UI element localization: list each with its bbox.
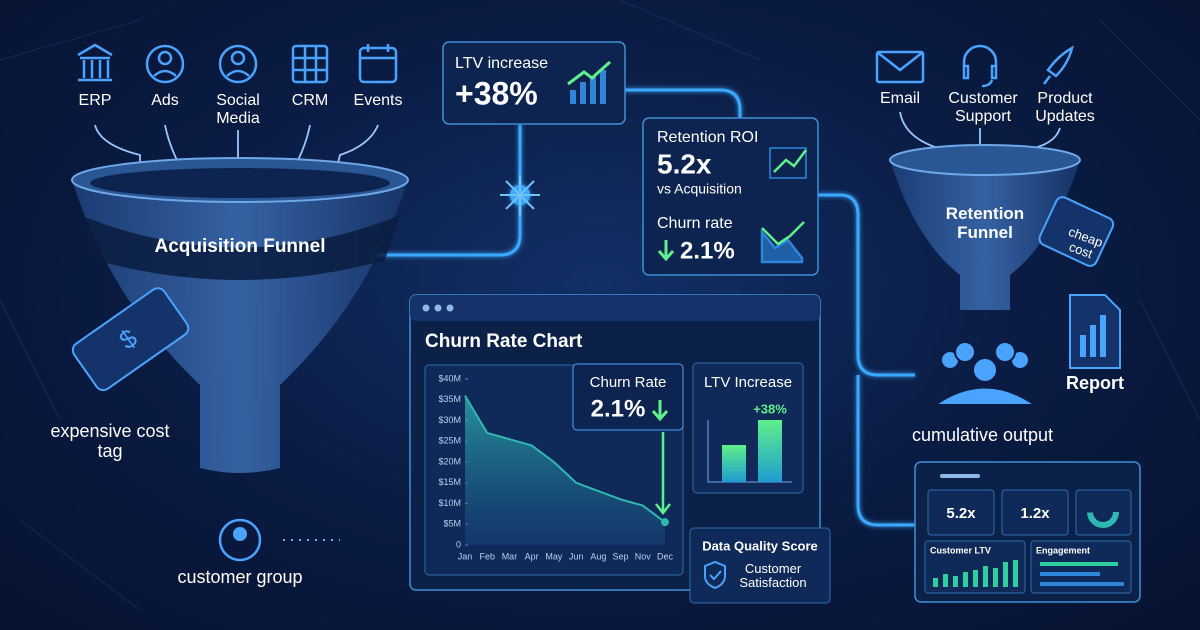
output-label: cumulative output xyxy=(911,425,1054,445)
group-icon-head xyxy=(233,527,247,541)
x-tick-label: Nov xyxy=(635,551,652,561)
churn-icon xyxy=(760,221,805,264)
y-tick-label: $25M xyxy=(438,436,461,446)
x-tick-label: Jun xyxy=(569,551,584,561)
people-icon xyxy=(931,341,1039,406)
tile-value: 1.2x xyxy=(1020,505,1050,522)
flow-line xyxy=(625,88,742,118)
drop-arrow xyxy=(655,432,671,516)
acquisition-label: Acquisition Funnel xyxy=(155,236,326,257)
x-tick-label: Mar xyxy=(502,551,518,561)
window-bar xyxy=(410,295,820,321)
flow-line xyxy=(818,193,915,377)
quality-title: Data Quality Score xyxy=(702,538,818,553)
callout-value: 2.1% xyxy=(591,395,646,422)
group-label: customer group xyxy=(177,567,303,587)
dash-tile xyxy=(927,489,995,536)
dash-header xyxy=(940,474,980,478)
down-arrow xyxy=(651,400,669,422)
x-tick-label: Apr xyxy=(525,551,539,561)
x-tick-label: Aug xyxy=(590,551,606,561)
churn-value: 2.1% xyxy=(680,237,735,264)
roi-icon xyxy=(769,147,807,179)
ltv-icon xyxy=(567,60,611,104)
dash-tile xyxy=(1075,489,1132,536)
churn-label: Churn rate xyxy=(657,215,733,232)
x-tick-label: Sep xyxy=(613,551,629,561)
retention-source: Customer Support xyxy=(948,90,1018,125)
ltv-label: LTV increase xyxy=(455,55,548,72)
window-dot xyxy=(434,304,442,312)
ltv-card xyxy=(442,41,626,125)
roi-note: vs Acquisition xyxy=(657,181,742,197)
source-icons xyxy=(77,43,1074,88)
flow-line xyxy=(370,125,522,257)
source-label: Ads xyxy=(151,92,179,109)
ltv-mini-value: +38% xyxy=(753,401,787,416)
retention-label: Retention Funnel xyxy=(945,204,1025,242)
report-icon xyxy=(1069,294,1121,369)
report-label: Report xyxy=(1066,373,1124,393)
source-label: CRM xyxy=(291,92,329,109)
panel-title: Customer LTV xyxy=(930,545,991,555)
quality-item: Customer Satisfaction xyxy=(739,561,807,591)
funnel-rim xyxy=(889,144,1081,176)
dash-panel xyxy=(1030,540,1132,594)
y-tick-label: $30M xyxy=(438,415,461,425)
y-tick-label: $10M xyxy=(438,498,461,508)
mini-bar xyxy=(722,445,746,482)
window-dot xyxy=(422,304,430,312)
chart: 0 $5M $10M $15M $20M $25M $30M $35M $40M Jan Feb Ma… xyxy=(438,373,673,561)
y-tick-label: 0 xyxy=(456,539,461,549)
cost-tag: $ xyxy=(71,287,190,392)
flow-line xyxy=(856,375,915,527)
window-dot xyxy=(446,304,454,312)
group-icon xyxy=(218,518,262,562)
roi-value: 5.2x xyxy=(657,148,712,179)
end-point xyxy=(661,518,669,527)
tile-value: 5.2x xyxy=(946,505,976,522)
funnel-band xyxy=(80,215,400,280)
y-tick-label: $5M xyxy=(443,519,461,529)
y-tick-label: $35M xyxy=(438,394,461,404)
network xyxy=(0,0,1200,611)
dash-panel xyxy=(924,540,1026,594)
panel-title: Engagement xyxy=(1036,545,1090,555)
quality-card xyxy=(689,527,831,604)
shield-icon xyxy=(704,560,726,590)
source-label: Social Media xyxy=(216,92,260,127)
x-tick-label: Dec xyxy=(657,551,674,561)
source-label: Events xyxy=(353,92,403,109)
engagement-lines xyxy=(1040,562,1124,586)
chart-title: Churn Rate Chart xyxy=(425,331,583,352)
y-tick-label: $20M xyxy=(438,456,461,466)
retention-source: Email xyxy=(879,90,920,107)
ltv-value: +38% xyxy=(455,75,538,111)
y-tick-label: $40M xyxy=(438,373,461,383)
retention-card xyxy=(642,117,819,276)
line xyxy=(464,395,666,523)
cost-tag-label: expensive cost tag xyxy=(50,421,170,461)
dash-tile xyxy=(1001,489,1069,536)
ltv-mini-title: LTV Increase xyxy=(704,374,792,391)
roi-label: Retention ROI xyxy=(657,129,758,146)
funnel-mouth xyxy=(90,168,390,198)
y-tick-label: $15M xyxy=(438,477,461,487)
retention-source: Product Updates xyxy=(1035,90,1095,125)
down-arrow xyxy=(657,240,675,262)
hub-spokes xyxy=(500,175,540,215)
mini-bar xyxy=(758,420,782,482)
x-tick-label: Feb xyxy=(479,551,495,561)
donut xyxy=(1087,496,1119,528)
ltv-bars xyxy=(933,560,1018,587)
callout-label: Churn Rate xyxy=(590,374,667,391)
x-tick-label: May xyxy=(545,551,563,561)
retention-funnel xyxy=(890,160,1080,310)
cheap-tag xyxy=(1038,196,1115,267)
area xyxy=(465,395,665,545)
source-label: ERP xyxy=(78,92,112,109)
x-tick-label: Jan xyxy=(458,551,473,561)
